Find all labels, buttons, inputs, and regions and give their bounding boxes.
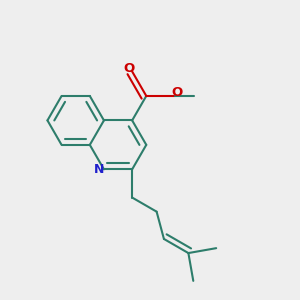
Text: N: N: [93, 163, 104, 176]
Text: O: O: [171, 86, 182, 100]
Text: O: O: [124, 62, 135, 75]
